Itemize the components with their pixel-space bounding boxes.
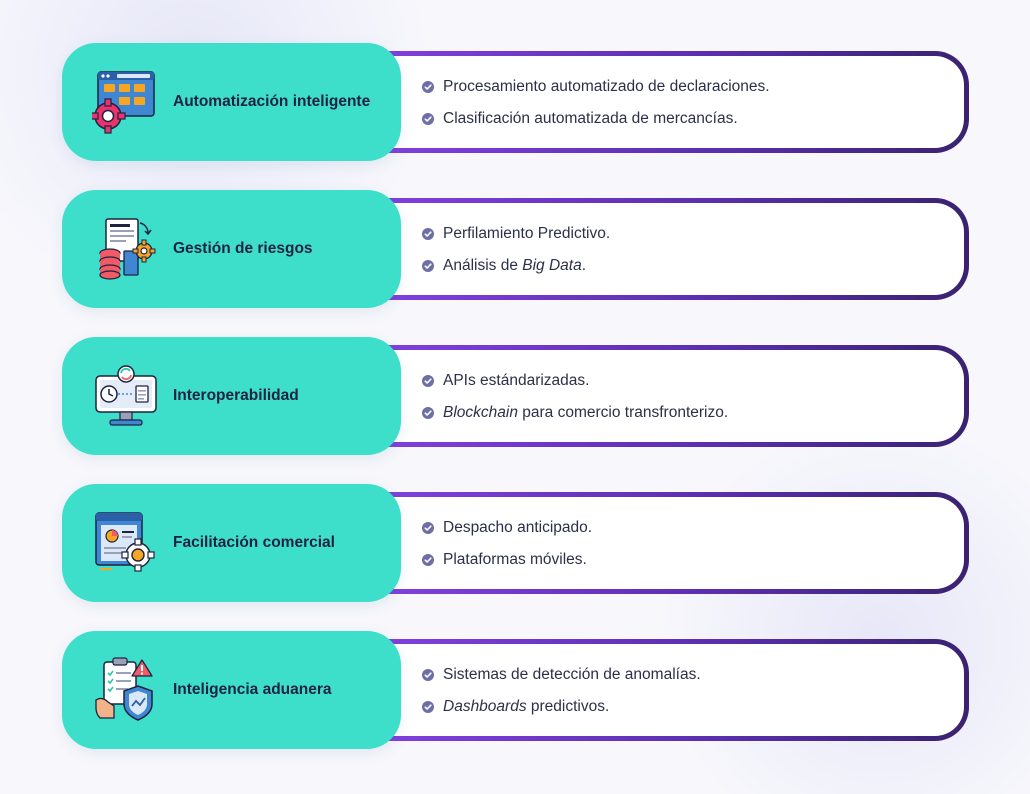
description-card-border xyxy=(372,198,969,300)
bullet-text-post: para comercio transfronterizo. xyxy=(517,404,729,421)
title-pill: Interoperabilidad xyxy=(62,337,401,455)
check-icon xyxy=(422,669,434,681)
title-pill: Facilitación comercial xyxy=(62,484,401,602)
feature-title: Facilitación comercial xyxy=(173,534,335,551)
bullet-item: APIs estándarizadas. xyxy=(422,365,728,397)
bullet-text: Plataformas móviles. xyxy=(443,551,587,568)
check-icon xyxy=(422,375,434,387)
bullet-text-post: . xyxy=(581,257,587,274)
bullet-text: Sistemas de detección de anomalías. xyxy=(443,666,701,683)
bullet-item: Despacho anticipado. xyxy=(422,512,592,544)
feature-row-inteligencia: Inteligencia aduanera Sistemas de detecc… xyxy=(62,631,970,749)
bullet-item: Perfilamiento Predictivo. xyxy=(422,218,610,250)
check-icon xyxy=(422,260,434,272)
description-card xyxy=(372,350,964,442)
bullet-item: Clasificación automatizada de mercancías… xyxy=(422,103,770,135)
bullet-list: Procesamiento automatizado de declaracio… xyxy=(422,71,770,135)
bullet-item: Dashboards predictivos. xyxy=(422,691,701,723)
feature-title: Automatización inteligente xyxy=(173,93,371,110)
title-pill: Automatización inteligente xyxy=(62,43,401,161)
bullet-list: Perfilamiento Predictivo. Análisis de Bi… xyxy=(422,218,610,282)
bullet-text: Clasificación automatizada de mercancías… xyxy=(443,110,738,127)
description-card xyxy=(372,203,964,295)
description-card xyxy=(372,56,964,148)
check-icon xyxy=(422,81,434,93)
bullet-text-em: Blockchain xyxy=(443,404,518,421)
clipboard-alert-shield-icon xyxy=(92,656,160,724)
feature-row-facilitacion: Facilitación comercial Despacho anticipa… xyxy=(62,484,970,602)
bullet-item: Plataformas móviles. xyxy=(422,544,592,576)
feature-title: Gestión de riesgos xyxy=(173,240,313,257)
bullet-text: Procesamiento automatizado de declaracio… xyxy=(443,78,770,95)
check-icon xyxy=(422,522,434,534)
title-pill: Gestión de riesgos xyxy=(62,190,401,308)
bullet-text-em: Dashboards xyxy=(443,698,527,715)
bullet-item: Procesamiento automatizado de declaracio… xyxy=(422,71,770,103)
description-card-border xyxy=(372,345,969,447)
check-icon xyxy=(422,701,434,713)
bullet-item: Blockchain para comercio transfronterizo… xyxy=(422,397,728,429)
bullet-text: Despacho anticipado. xyxy=(443,519,593,536)
bullet-text-em: Big Data xyxy=(522,257,582,274)
title-pill: Inteligencia aduanera xyxy=(62,631,401,749)
bullet-item: Sistemas de detección de anomalías. xyxy=(422,659,701,691)
check-icon xyxy=(422,407,434,419)
check-icon xyxy=(422,554,434,566)
description-card-border xyxy=(372,51,969,153)
feature-row-interoperabilidad: Interoperabilidad APIs estándarizadas. B… xyxy=(62,337,970,455)
bullet-item: Análisis de Big Data. xyxy=(422,250,610,282)
report-gear-icon xyxy=(92,509,160,577)
bullet-text-post: predictivos. xyxy=(526,698,610,715)
check-icon xyxy=(422,113,434,125)
bullet-list: Despacho anticipado. Plataformas móviles… xyxy=(422,512,592,576)
browser-folders-gear-icon xyxy=(92,68,160,136)
document-database-gear-icon xyxy=(92,215,160,283)
description-card xyxy=(372,644,964,736)
feature-title: Interoperabilidad xyxy=(173,387,299,404)
feature-row-automatizacion: Automatización inteligente Procesamiento… xyxy=(62,43,970,161)
monitor-sync-icon xyxy=(92,362,160,430)
feature-title: Inteligencia aduanera xyxy=(173,681,332,698)
description-card-border xyxy=(372,639,969,741)
bullet-text: Análisis de xyxy=(443,257,523,274)
bullet-list: APIs estándarizadas. Blockchain para com… xyxy=(422,365,728,429)
bullet-text: Perfilamiento Predictivo. xyxy=(443,225,611,242)
description-card-border xyxy=(372,492,969,594)
feature-row-riesgos: Gestión de riesgos Perfilamiento Predict… xyxy=(62,190,970,308)
description-card xyxy=(372,497,964,589)
bullet-list: Sistemas de detección de anomalías. Dash… xyxy=(422,659,701,723)
check-icon xyxy=(422,228,434,240)
bullet-text: APIs estándarizadas. xyxy=(443,372,590,389)
